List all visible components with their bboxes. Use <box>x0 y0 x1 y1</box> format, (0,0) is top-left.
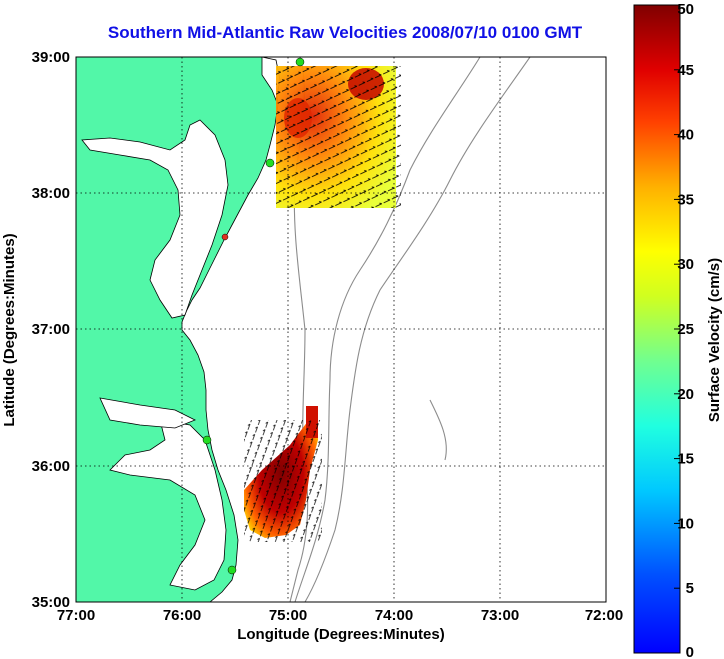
x-tick-label: 77:00 <box>57 607 95 624</box>
colorbar-tick-label: 0 <box>686 644 694 659</box>
x-tick-label: 76:00 <box>163 607 201 624</box>
station-marker <box>265 158 275 168</box>
x-axis-label: Longitude (Degrees:Minutes) <box>237 626 445 643</box>
colorbar-tick-label: 5 <box>686 580 694 597</box>
y-axis-label: Latitude (Degrees:Minutes) <box>1 233 18 426</box>
x-tick-label: 75:00 <box>269 607 307 624</box>
chart-title: Southern Mid-Atlantic Raw Velocities 200… <box>108 23 583 42</box>
y-tick-label: 36:00 <box>32 458 70 475</box>
radar-stations <box>202 57 305 575</box>
colorbar-tick-label: 40 <box>677 127 694 144</box>
station-marker <box>221 233 229 241</box>
colorbar-ticks: 0 5 10 15 20 25 30 35 40 45 50 <box>674 1 694 659</box>
axes-frame <box>75 56 607 603</box>
y-tick-label: 38:00 <box>32 185 70 202</box>
pamlico-sound <box>109 419 227 591</box>
velocity-arrows-south <box>244 420 322 542</box>
colorbar-tick-label: 20 <box>677 386 694 403</box>
colorbar-tick-label: 15 <box>677 451 694 468</box>
colorbar-tick-label: 25 <box>677 321 694 338</box>
colorbar-tick-label: 10 <box>677 515 694 532</box>
colorbar-label: Surface Velocity (cm/s) <box>706 258 723 422</box>
colorbar-tick-label: 50 <box>677 1 694 18</box>
albemarle-sound <box>99 397 196 429</box>
y-tick-label: 37:00 <box>32 321 70 338</box>
colorbar-tick-label: 30 <box>677 256 694 273</box>
x-tick-label: 73:00 <box>481 607 519 624</box>
y-tick-label: 35:00 <box>32 594 70 611</box>
y-tick-label: 39:00 <box>32 49 70 66</box>
y-tick-labels: 39:00 38:00 37:00 36:00 35:00 <box>32 49 70 611</box>
x-tick-labels: 77:00 76:00 75:00 74:00 73:00 72:00 <box>57 607 623 624</box>
chesapeake-bay <box>81 119 229 319</box>
colorbar-tick-label: 35 <box>677 191 694 208</box>
station-marker <box>227 565 237 575</box>
colorbar <box>633 4 681 654</box>
velocity-arrows-north <box>276 66 401 208</box>
x-tick-label: 72:00 <box>585 607 623 624</box>
x-tick-label: 74:00 <box>375 607 413 624</box>
grid-lines <box>76 57 606 602</box>
colorbar-tick-label: 45 <box>677 62 694 79</box>
station-marker <box>202 435 212 445</box>
station-marker <box>295 57 305 67</box>
